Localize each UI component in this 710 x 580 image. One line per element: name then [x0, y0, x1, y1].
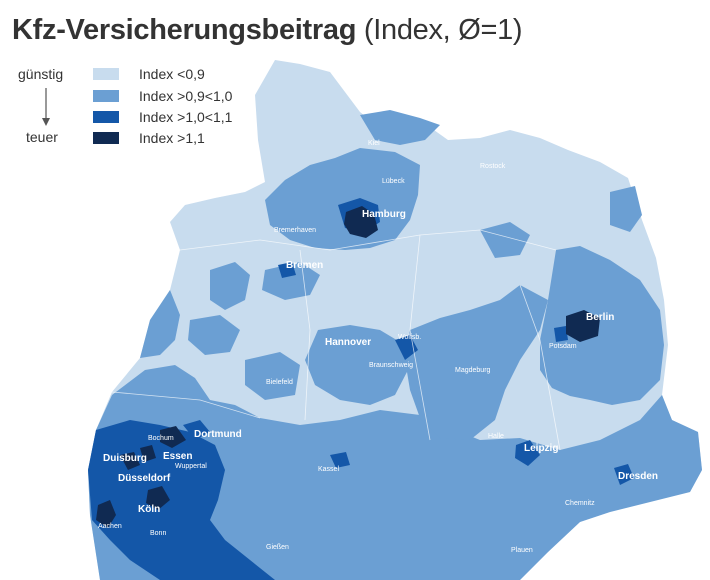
city-label-leipzig: Leipzig	[524, 443, 558, 454]
city-label-essen: Essen	[163, 451, 192, 462]
city-label-wuppertal: Wuppertal	[175, 463, 207, 470]
map-title-sub: (Index, Ø=1)	[356, 14, 523, 46]
city-label-chemnitz: Chemnitz	[565, 500, 595, 507]
region-index-0-9-to-1-0	[88, 110, 702, 580]
legend-label: Index >1,0<1,1	[139, 109, 233, 125]
city-label-luebeck: Lübeck	[382, 178, 405, 185]
city-label-bonn: Bonn	[150, 530, 166, 537]
scale-label-cheap: günstig	[18, 66, 64, 82]
map-title-main: Kfz-Versicherungsbeitrag	[12, 14, 357, 46]
city-label-magdeburg: Magdeburg	[455, 367, 491, 374]
city-label-bielefeld: Bielefeld	[266, 379, 293, 386]
legend-swatch	[93, 132, 119, 144]
city-label-duisburg: Duisburg	[103, 453, 147, 464]
city-label-bochum: Bochum	[148, 435, 174, 442]
city-label-dortmund: Dortmund	[194, 429, 242, 440]
city-label-hamburg: Hamburg	[362, 209, 406, 220]
city-label-rostock: Rostock	[480, 163, 506, 170]
legend-swatch	[93, 68, 119, 80]
state-borders	[111, 229, 561, 451]
city-label-duesseldorf: Düsseldorf	[118, 473, 171, 484]
city-label-potsdam: Potsdam	[549, 343, 577, 350]
city-label-koeln: Köln	[138, 504, 160, 515]
legend-label: Index >1,1	[139, 130, 205, 146]
city-label-halle: Halle	[488, 433, 504, 440]
city-label-kiel: Kiel	[368, 140, 380, 147]
map-title: Kfz-Versicherungsbeitrag (Index, Ø=1)	[12, 14, 523, 47]
legend-swatch	[93, 111, 119, 123]
city-label-dresden: Dresden	[618, 471, 658, 482]
city-labels: Hamburg Kiel Lübeck Rostock Bremerhaven …	[98, 140, 658, 554]
scale-label-expensive: teuer	[26, 129, 58, 145]
city-label-plauen: Plauen	[511, 547, 533, 554]
city-label-bremen: Bremen	[286, 260, 323, 271]
city-label-giessen: Gießen	[266, 544, 289, 551]
city-label-braunschweig: Braunschweig	[369, 362, 413, 369]
legend-swatch	[93, 90, 119, 102]
arrow-down-icon	[42, 88, 50, 126]
city-label-bremerhaven: Bremerhaven	[274, 227, 316, 234]
legend-label: Index <0,9	[139, 66, 205, 82]
legend-label: Index >0,9<1,0	[139, 88, 233, 104]
city-label-berlin: Berlin	[586, 312, 614, 323]
city-label-hannover: Hannover	[325, 337, 371, 348]
city-label-wolfsburg: Wolfsb.	[398, 334, 421, 341]
region-index-above-1-1	[96, 206, 600, 528]
city-label-aachen: Aachen	[98, 523, 122, 530]
city-label-kassel: Kassel	[318, 466, 339, 473]
